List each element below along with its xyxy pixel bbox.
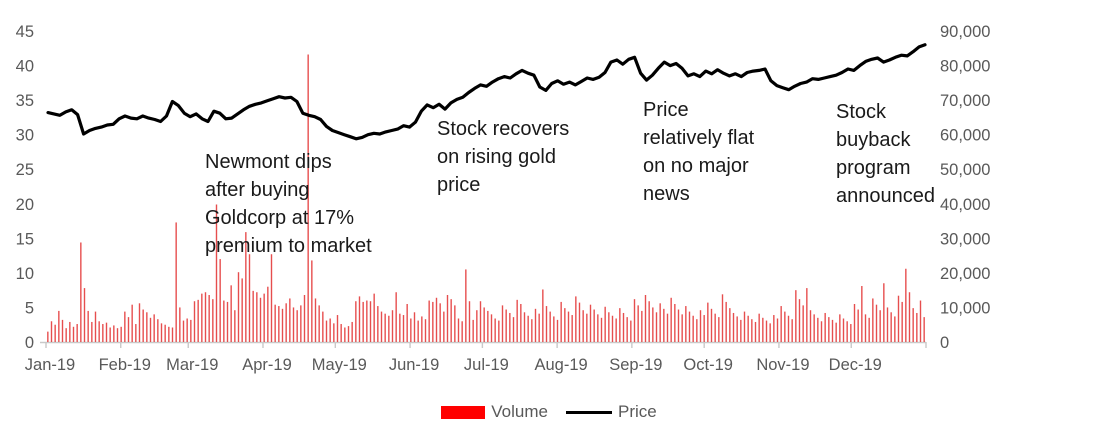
x-axis-label: Mar-19 [166, 356, 218, 374]
left-axis-label: 25 [16, 161, 34, 179]
left-axis-label: 5 [25, 299, 34, 317]
right-axis-label: 20,000 [940, 265, 990, 283]
right-axis-label: 80,000 [940, 58, 990, 76]
annotation-stock-recovers: Stock recovers on rising gold price [437, 115, 569, 199]
left-axis-label: 30 [16, 127, 34, 145]
right-axis-label: 50,000 [940, 161, 990, 179]
left-axis-label: 35 [16, 92, 34, 110]
x-axis-label: Aug-19 [535, 356, 588, 374]
annotation-price-flat: Price relatively flat on no major news [643, 96, 754, 208]
annotation-line: premium to market [205, 235, 372, 257]
annotation-line: news [643, 183, 690, 205]
right-axis-label: 0 [940, 334, 949, 352]
price-line [46, 43, 927, 141]
annotation-line: buyback [836, 129, 911, 151]
right-axis-label: 90,000 [940, 23, 990, 41]
left-axis-label: 15 [16, 230, 34, 248]
annotation-newmont-dips: Newmont dips after buying Goldcorp at 17… [205, 148, 372, 260]
right-axis-label: 30,000 [940, 230, 990, 248]
annotation-line: Newmont dips [205, 151, 332, 173]
right-axis-label: 60,000 [940, 127, 990, 145]
annotation-line: after buying [205, 179, 310, 201]
left-axis-label: 20 [16, 196, 34, 214]
right-axis-label: 10,000 [940, 299, 990, 317]
annotation-stock-buyback: Stock buyback program announced [836, 98, 935, 210]
right-axis-label: 70,000 [940, 92, 990, 110]
legend-label-volume: Volume [491, 402, 548, 421]
x-axis-label: Sep-19 [609, 356, 662, 374]
x-axis-label: Jan-19 [25, 356, 75, 374]
annotation-line: on no major [643, 155, 749, 177]
annotation-line: Stock recovers [437, 118, 570, 140]
left-axis-label: 10 [16, 265, 34, 283]
x-axis-label: Dec-19 [829, 356, 882, 374]
annotation-line: Stock [836, 101, 887, 123]
x-axis-label: Apr-19 [242, 356, 292, 374]
annotation-line: announced [836, 185, 935, 207]
left-axis-label: 45 [16, 23, 34, 41]
left-axis-label: 40 [16, 58, 34, 76]
legend-item-volume: Volume [441, 402, 548, 422]
right-axis-label: 40,000 [940, 196, 990, 214]
annotation-line: program [836, 157, 911, 179]
legend-label-price: Price [617, 402, 657, 421]
x-axis-label: May-19 [312, 356, 367, 374]
left-axis-label: 0 [25, 334, 34, 352]
x-axis-label: Nov-19 [756, 356, 809, 374]
annotation-line: Price [643, 99, 689, 121]
annotation-line: relatively flat [643, 127, 755, 149]
x-axis-label: Jun-19 [389, 356, 439, 374]
volume-swatch-icon [441, 405, 486, 419]
x-axis-label: Oct-19 [683, 356, 733, 374]
x-axis-label: Jul-19 [464, 356, 509, 374]
x-axis-label: Feb-19 [99, 356, 151, 374]
annotation-line: Goldcorp at 17% [205, 207, 354, 229]
legend-item-price: Price [565, 402, 657, 422]
annotation-line: on rising gold [437, 146, 556, 168]
chart-legend: Volume Price [0, 402, 1098, 422]
price-swatch-icon [565, 410, 612, 414]
annotation-line: price [437, 174, 481, 196]
